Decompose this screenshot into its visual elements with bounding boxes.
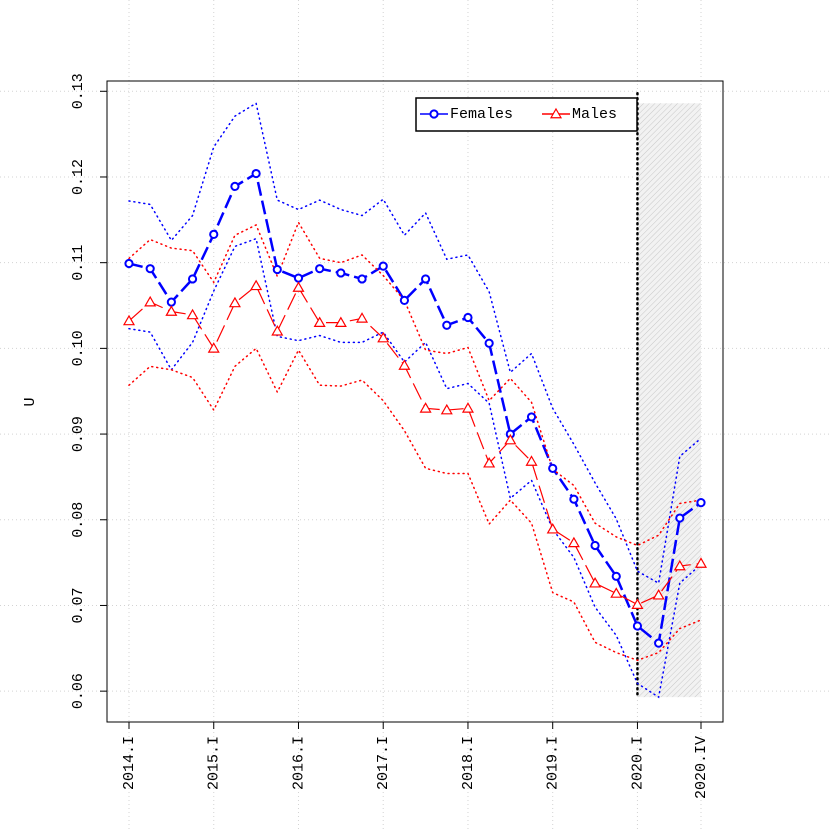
data-point <box>673 559 686 571</box>
highlight-region <box>637 103 701 698</box>
y-tick-label: 0.08 <box>70 502 87 538</box>
data-point <box>313 316 326 328</box>
data-point <box>675 513 685 523</box>
data-point <box>292 281 305 292</box>
data-point <box>484 338 494 348</box>
data-point <box>525 455 538 466</box>
data-point <box>398 359 411 370</box>
data-point <box>567 536 580 548</box>
data-point <box>654 638 664 648</box>
data-point <box>250 279 263 291</box>
data-point <box>334 316 347 328</box>
data-point <box>420 274 431 284</box>
legend-marker <box>429 109 439 119</box>
data-point <box>251 168 261 179</box>
data-point <box>145 264 155 274</box>
data-point <box>378 261 388 271</box>
data-point <box>336 268 346 278</box>
data-point <box>631 598 644 609</box>
series-line <box>128 171 702 646</box>
y-axis-label: U <box>22 397 39 406</box>
data-point <box>207 342 220 353</box>
data-point <box>504 433 517 445</box>
data-point <box>209 229 219 239</box>
y-tick-label: 0.07 <box>70 587 87 623</box>
data-point <box>632 621 643 631</box>
y-tick-label: 0.11 <box>70 245 87 281</box>
data-point <box>228 296 241 308</box>
y-tick-label: 0.13 <box>70 73 87 109</box>
legend-box <box>415 97 638 132</box>
data-point <box>124 258 134 269</box>
data-point <box>463 312 473 323</box>
x-tick-label: 2020.IV <box>693 736 710 799</box>
x-tick-label: 2016.I <box>290 736 307 790</box>
legend: Females Males <box>415 97 638 132</box>
data-point <box>694 557 708 568</box>
data-point <box>440 403 453 415</box>
data-point <box>272 264 282 275</box>
data-point <box>293 273 304 283</box>
data-point <box>165 305 178 316</box>
x-tick-label: 2020.I <box>629 736 646 790</box>
y-tick-label: 0.09 <box>70 416 87 452</box>
lower-band <box>128 237 702 699</box>
data-point <box>315 264 325 274</box>
series-line <box>128 284 702 606</box>
data-point <box>589 576 602 588</box>
data-point <box>187 274 198 284</box>
data-point <box>377 331 390 343</box>
data-point <box>419 402 432 413</box>
y-tick-label: 0.12 <box>70 159 87 195</box>
data-point <box>652 588 665 600</box>
data-point <box>356 312 369 323</box>
data-point <box>590 540 600 551</box>
data-point <box>610 587 623 598</box>
lower-band <box>128 347 702 662</box>
data-point <box>611 571 621 581</box>
data-point <box>186 308 199 320</box>
legend-label: Females <box>450 106 513 123</box>
data-point <box>144 295 157 307</box>
data-point <box>548 463 558 473</box>
data-point <box>357 274 367 284</box>
legend-label: Males <box>572 106 617 123</box>
data-point <box>696 498 706 508</box>
data-point <box>569 494 579 504</box>
x-tick-label: 2014.I <box>121 736 138 790</box>
x-tick-label: 2015.I <box>206 736 223 790</box>
data-point <box>122 314 136 326</box>
data-point <box>166 297 176 307</box>
x-tick-label: 2018.I <box>460 736 477 790</box>
y-tick-label: 0.10 <box>70 330 87 366</box>
data-point <box>546 522 559 534</box>
upper-band <box>128 102 702 585</box>
data-point <box>483 456 496 468</box>
x-tick-label: 2019.I <box>545 736 562 790</box>
upper-band <box>128 220 702 547</box>
y-tick-label: 0.06 <box>70 673 87 709</box>
data-point <box>230 181 240 192</box>
plot-frame <box>106 80 724 723</box>
data-point <box>526 412 537 422</box>
data-point <box>442 320 452 330</box>
legend-marker <box>549 107 563 119</box>
plot-layer: 0.06 0.07 0.08 0.09 0.10 0.11 0.12 0.13 2014.I 20… <box>70 73 710 799</box>
data-point <box>461 402 474 413</box>
data-point <box>271 325 284 336</box>
x-tick-label: 2017.I <box>375 736 392 790</box>
data-point <box>399 295 410 305</box>
